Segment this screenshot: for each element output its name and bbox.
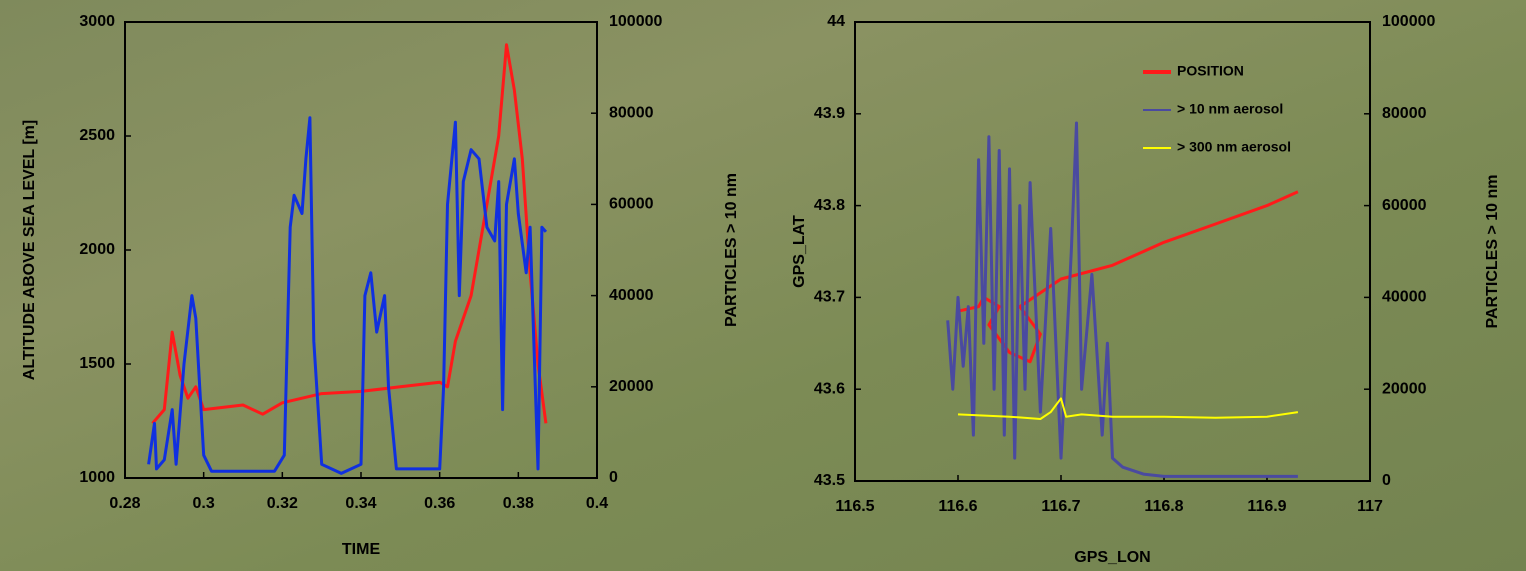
x-tick-label: 117 [1357, 498, 1383, 515]
x-tick-label: 116.6 [938, 498, 977, 515]
plot-area [854, 21, 1371, 482]
y2-tick-label: 20000 [1382, 380, 1427, 397]
x-tick-label: 0.34 [345, 495, 376, 512]
y-axis-label: ALTITUDE ABOVE SEA LEVEL [m] [21, 120, 38, 380]
y-tick-label: 43.7 [814, 289, 845, 306]
y2-tick-label: 0 [609, 469, 618, 486]
series-line [147, 116, 548, 475]
y2-tick-label: 60000 [609, 196, 654, 213]
y2-tick-label: 60000 [1382, 197, 1427, 214]
series-line [151, 43, 548, 425]
y-tick-label: 43.8 [814, 197, 845, 214]
x-tick-label: 0.28 [109, 495, 140, 512]
x-tick-label: 116.7 [1041, 498, 1080, 515]
y-tick-label: 43.5 [814, 472, 845, 489]
series-line [957, 397, 1299, 420]
x-tick-label: 0.36 [424, 495, 455, 512]
y-tick-label: 2500 [79, 127, 115, 144]
y-tick-label: 44 [827, 13, 845, 30]
y2-axis-label: PARTICLES > 10 nm [1484, 175, 1501, 329]
legend-label: > 300 nm aerosol [1177, 139, 1291, 155]
y-tick-label: 43.6 [814, 380, 845, 397]
legend-label: POSITION [1177, 63, 1244, 79]
y-tick-label: 1500 [79, 355, 115, 372]
y2-tick-label: 100000 [609, 13, 662, 30]
x-axis-label: TIME [342, 541, 381, 558]
y2-tick-label: 40000 [1382, 289, 1427, 306]
y-tick-label: 1000 [79, 469, 115, 486]
x-tick-label: 0.32 [267, 495, 298, 512]
x-tick-label: 116.8 [1144, 498, 1183, 515]
x-tick-label: 0.3 [193, 495, 215, 512]
y2-tick-label: 20000 [609, 378, 654, 395]
y-tick-label: 3000 [79, 13, 115, 30]
series-line [946, 121, 1298, 478]
y2-tick-label: 40000 [609, 287, 654, 304]
y2-tick-label: 0 [1382, 472, 1391, 489]
legend-label: > 10 nm aerosol [1177, 101, 1283, 117]
x-tick-label: 0.38 [503, 495, 534, 512]
y2-tick-label: 100000 [1382, 13, 1435, 30]
y-axis-label: GPS_LAT [791, 215, 808, 288]
y2-axis-label: PARTICLES > 10 nm [723, 173, 740, 327]
x-axis-label: GPS_LON [1074, 549, 1150, 566]
series-line [957, 190, 1299, 364]
y2-tick-label: 80000 [1382, 105, 1427, 122]
y2-tick-label: 80000 [609, 104, 654, 121]
x-tick-label: 116.5 [835, 498, 874, 515]
y-tick-label: 43.9 [814, 105, 845, 122]
y-tick-label: 2000 [79, 241, 115, 258]
x-tick-label: 0.4 [586, 495, 608, 512]
x-tick-label: 116.9 [1247, 498, 1286, 515]
